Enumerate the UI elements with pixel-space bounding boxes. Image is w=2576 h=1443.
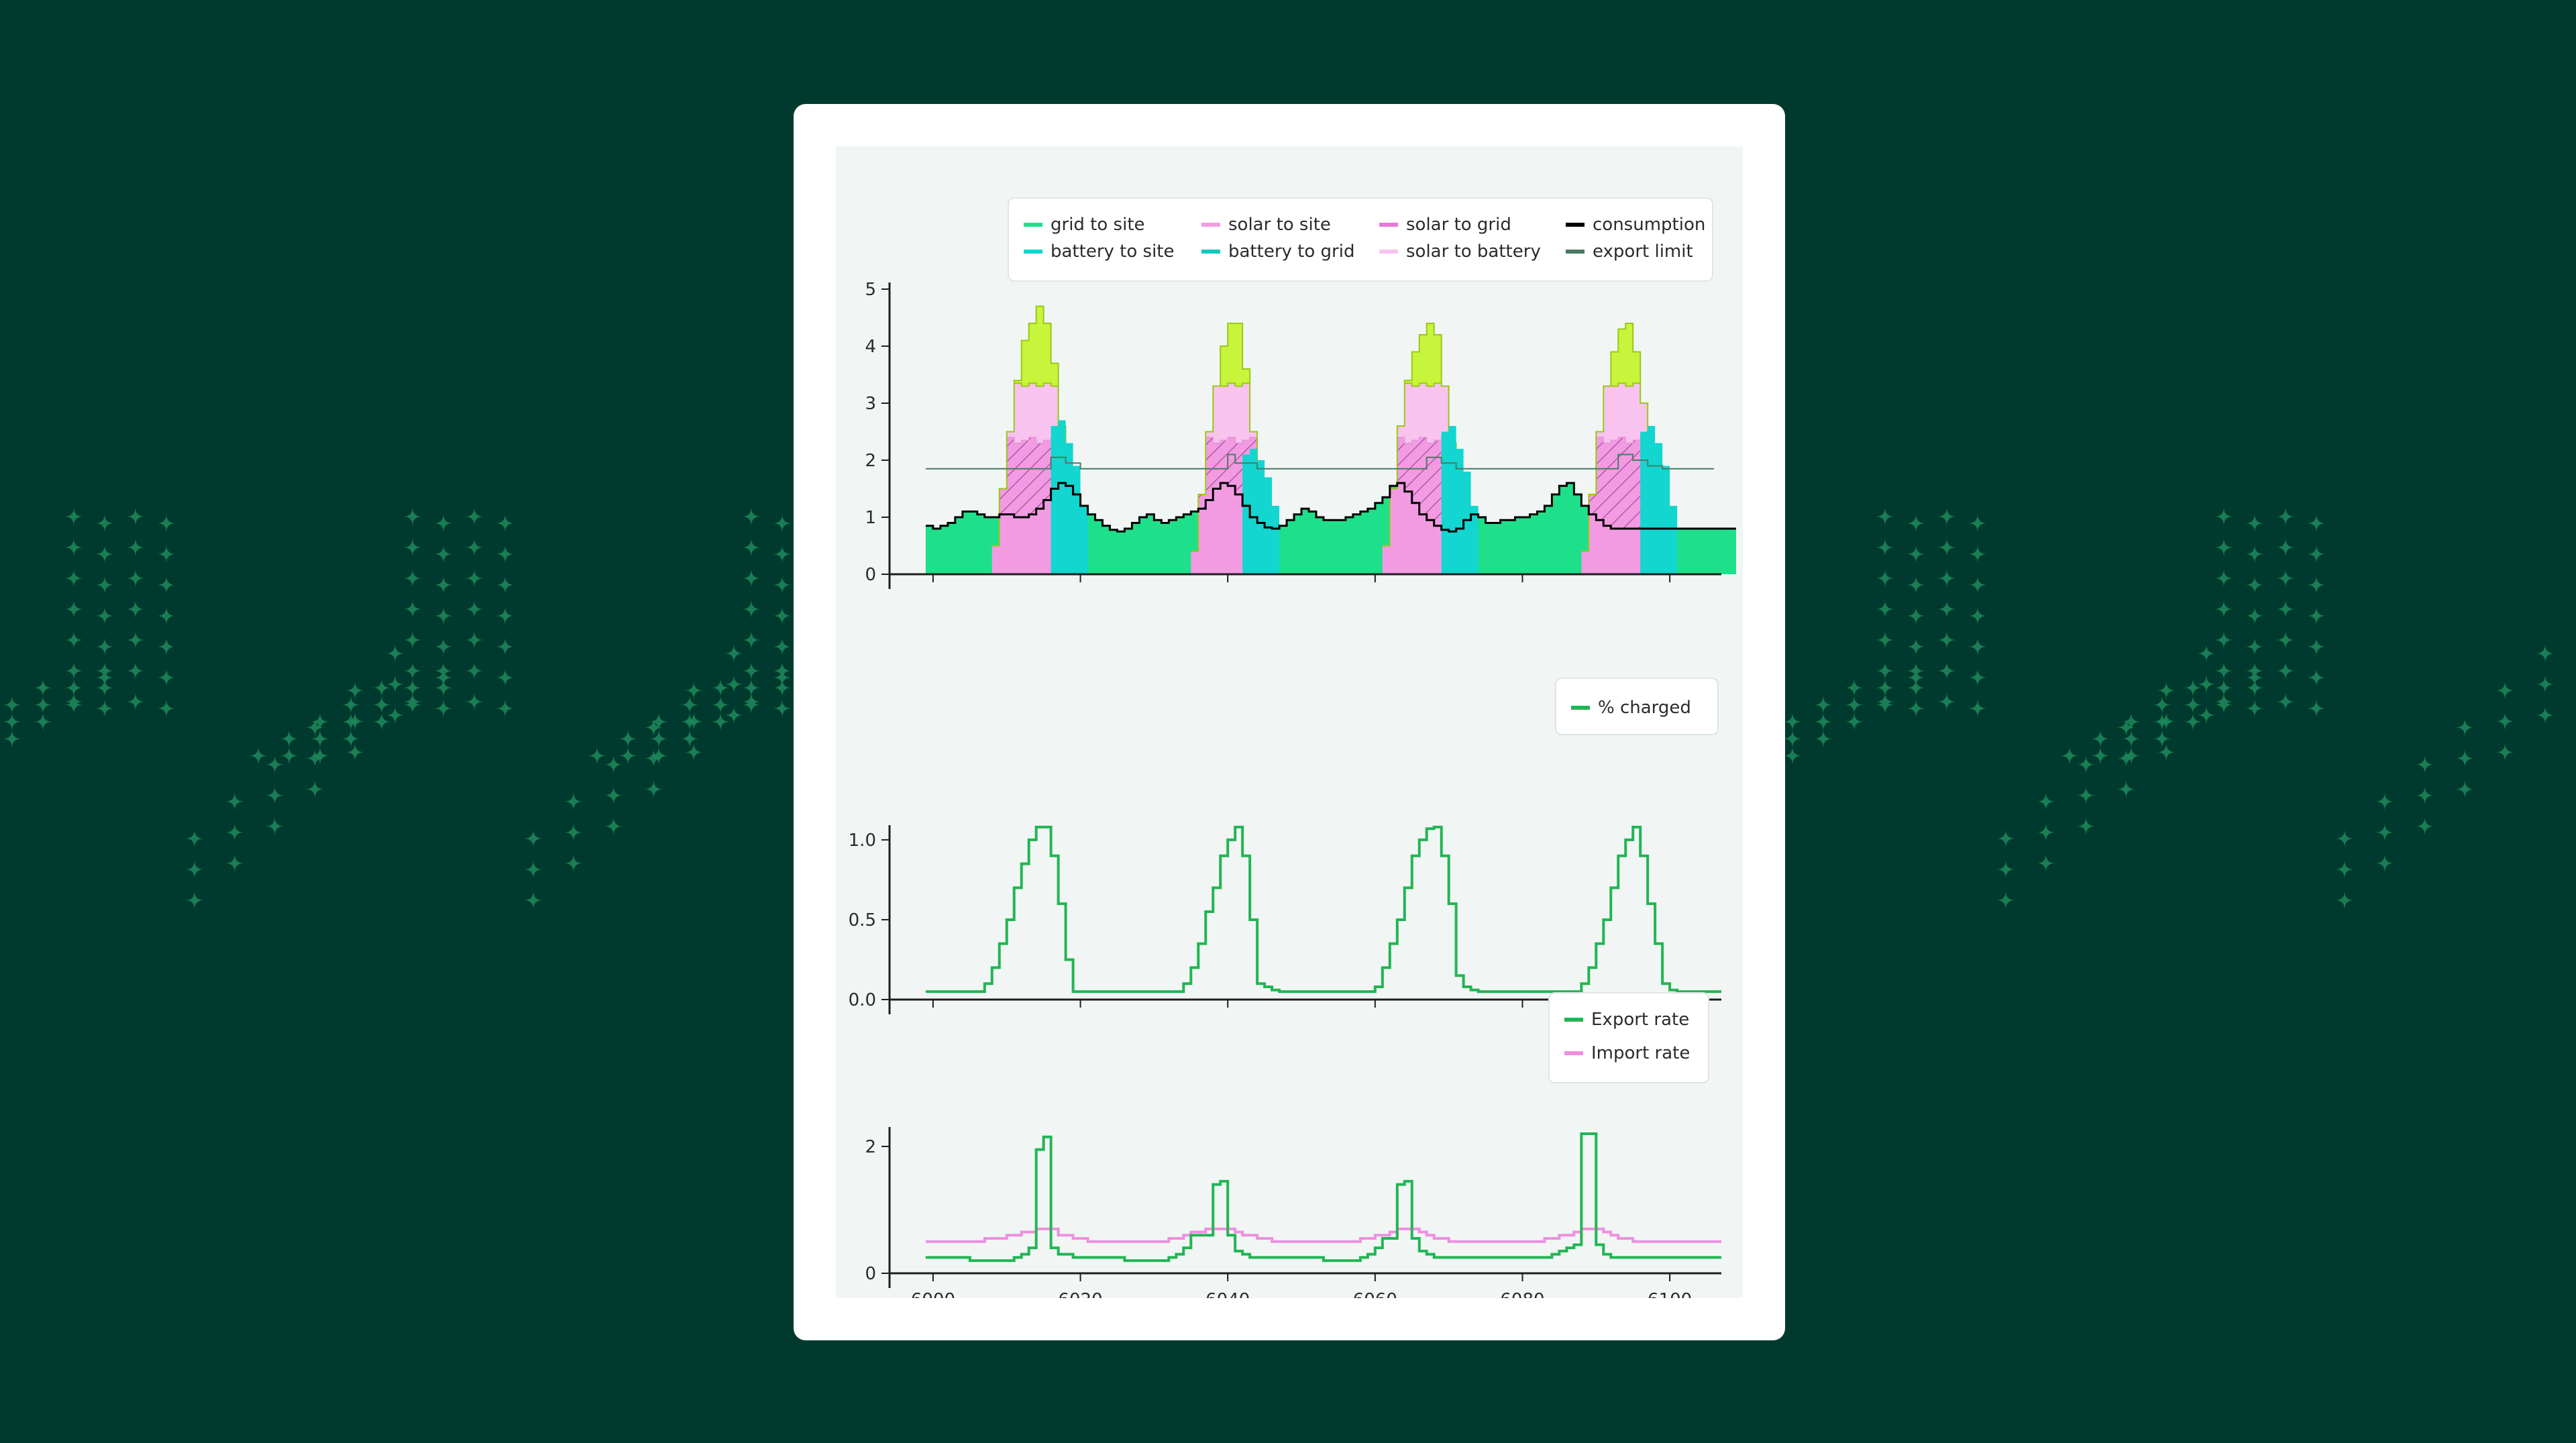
legend-swatch <box>1571 706 1590 710</box>
charge-y-tick-label: 0.5 <box>849 910 876 930</box>
legend-label: grid to site <box>1051 215 1145 235</box>
line-percent-charged <box>925 825 1721 994</box>
figure-card: 0 1 2 3 4 5 0.0 0.5 1.0 0 2 6000 6020 6040 6060 6080 6… <box>794 104 1785 1340</box>
charge-legend: % charged <box>1555 678 1719 735</box>
charge-y-tick-label: 0.0 <box>849 990 876 1010</box>
rate-x-tick-label: 6000 <box>911 1290 955 1298</box>
legend-item-battery-to-site: battery to site <box>1024 240 1175 263</box>
energy-y-tick-label: 0 <box>865 565 876 585</box>
legend-item-import-rate: Import rate <box>1564 1042 1690 1065</box>
area-grid-to-site <box>925 483 1736 574</box>
area-battery-to-site <box>1640 426 1678 574</box>
line-export-rate <box>925 1132 1721 1263</box>
pattern-motif <box>1721 507 2216 910</box>
legend-label: solar to grid <box>1406 215 1511 235</box>
charge-y-tick-label: 1.0 <box>849 831 876 851</box>
energy-legend: grid to site battery to site solar to si… <box>1008 197 1713 282</box>
legend-label: solar to battery <box>1406 242 1541 262</box>
legend-swatch <box>1379 223 1398 227</box>
area-battery-to-site <box>1242 449 1280 574</box>
area-solar-excess <box>1191 323 1273 558</box>
charge-chart: 0.0 0.5 1.0 <box>849 825 1721 1014</box>
pattern-motif <box>249 507 743 910</box>
legend-item-export-rate: Export rate <box>1564 1008 1689 1031</box>
rate-x-tick-label: 6020 <box>1058 1290 1102 1298</box>
energy-flow-chart: 0 1 2 3 4 5 <box>865 280 1736 589</box>
legend-swatch <box>1201 250 1220 254</box>
line-export-limit <box>925 453 1715 470</box>
legend-item-battery-to-grid: battery to grid <box>1201 240 1354 263</box>
rate-x-tick-label: 6040 <box>1205 1290 1250 1298</box>
area-battery-to-site <box>1051 420 1088 574</box>
rate-y-tick-label: 0 <box>865 1264 876 1284</box>
legend-swatch <box>1024 250 1042 254</box>
legend-swatch <box>1024 223 1042 227</box>
pattern-motif <box>2060 507 2555 910</box>
pattern-stars <box>249 507 743 910</box>
legend-swatch <box>1564 1018 1583 1022</box>
rate-x-tick-label: 6080 <box>1500 1290 1544 1298</box>
pattern-stars <box>2060 507 2555 910</box>
area-battery-to-site <box>1441 426 1479 574</box>
legend-label: battery to grid <box>1228 242 1355 262</box>
rate-chart: 0 2 6000 6020 6040 6060 6080 6100 <box>865 1127 1721 1298</box>
legend-item-solar-to-battery: solar to battery <box>1379 240 1541 263</box>
legend-item-export-limit: export limit <box>1566 240 1693 263</box>
legend-item-percent-charged: % charged <box>1571 696 1691 719</box>
charts-svg: 0 1 2 3 4 5 0.0 0.5 1.0 0 2 6000 6020 6040 6060 6080 6… <box>849 280 1736 1298</box>
energy-y-tick-label: 3 <box>865 394 876 414</box>
legend-label: consumption <box>1593 215 1706 235</box>
legend-swatch <box>1566 223 1585 227</box>
energy-y-tick-label: 1 <box>865 508 876 528</box>
rate-x-tick-label: 6100 <box>1648 1290 1692 1298</box>
pattern-stars <box>1721 507 2216 910</box>
legend-item-solar-to-grid: solar to grid <box>1379 213 1511 236</box>
legend-label: Import rate <box>1591 1043 1690 1063</box>
line-import-rate <box>925 1227 1721 1243</box>
line-consumption <box>925 482 1736 533</box>
legend-label: battery to site <box>1051 242 1175 262</box>
pattern-stars <box>3 507 405 910</box>
area-solar-excess <box>991 305 1081 552</box>
legend-swatch <box>1566 250 1585 254</box>
legend-swatch <box>1379 250 1398 254</box>
rate-legend: Export rate Import rate <box>1548 992 1709 1083</box>
energy-y-tick-label: 4 <box>865 337 876 357</box>
rate-y-tick-label: 2 <box>865 1137 876 1157</box>
energy-y-tick-label: 5 <box>865 280 876 300</box>
energy-y-tick-label: 2 <box>865 451 876 471</box>
pattern-motif <box>3 507 405 910</box>
legend-item-consumption: consumption <box>1566 213 1705 236</box>
legend-label: % charged <box>1598 698 1691 718</box>
area-solar-excess <box>1382 323 1471 558</box>
legend-label: export limit <box>1593 242 1693 262</box>
legend-label: solar to site <box>1228 215 1331 235</box>
legend-item-grid-to-site: grid to site <box>1024 213 1145 236</box>
legend-item-solar-to-site: solar to site <box>1201 213 1331 236</box>
figure-canvas: 0 1 2 3 4 5 0.0 0.5 1.0 0 2 6000 6020 6040 6060 6080 6… <box>836 146 1743 1298</box>
rate-x-tick-label: 6060 <box>1353 1290 1397 1298</box>
legend-label: Export rate <box>1591 1010 1690 1030</box>
legend-swatch <box>1201 223 1220 227</box>
legend-swatch <box>1564 1051 1583 1055</box>
